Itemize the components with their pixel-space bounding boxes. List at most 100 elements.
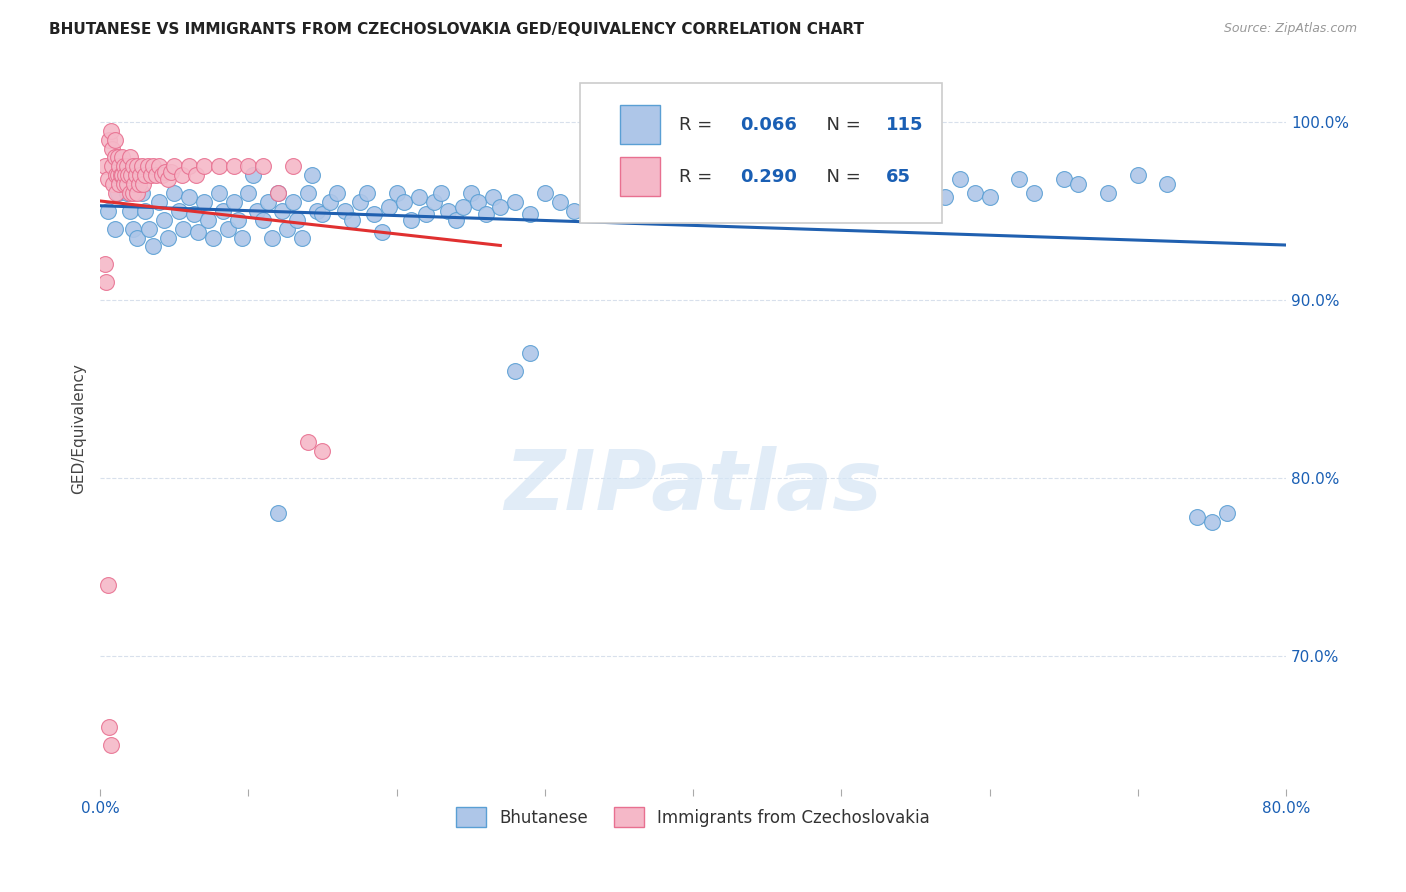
Point <box>934 189 956 203</box>
Point <box>238 186 260 200</box>
Point <box>142 239 165 253</box>
Point <box>110 169 132 183</box>
Point <box>311 207 333 221</box>
Point <box>1201 516 1223 530</box>
Point <box>132 177 155 191</box>
Point <box>172 221 194 235</box>
Point <box>108 160 131 174</box>
Point <box>103 177 125 191</box>
Point <box>163 186 186 200</box>
Point <box>285 212 308 227</box>
Point <box>217 221 239 235</box>
Point <box>128 177 150 191</box>
Point <box>623 194 645 209</box>
Point <box>177 189 200 203</box>
Point <box>482 189 505 203</box>
Point <box>444 212 467 227</box>
Point <box>333 203 356 218</box>
Y-axis label: GED/Equivalency: GED/Equivalency <box>72 363 86 494</box>
Point <box>242 169 264 183</box>
Point <box>1185 510 1208 524</box>
Text: R =: R = <box>679 168 718 186</box>
Point <box>118 186 141 200</box>
Point <box>696 186 718 200</box>
Point <box>100 124 122 138</box>
Point <box>155 165 177 179</box>
Text: 115: 115 <box>886 116 924 134</box>
Point <box>122 177 145 191</box>
Point <box>949 172 972 186</box>
Point <box>107 186 129 200</box>
Point <box>193 194 215 209</box>
Point <box>142 160 165 174</box>
Point <box>267 186 290 200</box>
Point <box>453 200 475 214</box>
Point <box>276 221 298 235</box>
Point <box>222 160 245 174</box>
Point <box>226 212 249 227</box>
Point <box>112 160 135 174</box>
Point <box>208 186 231 200</box>
Point <box>148 194 170 209</box>
Point <box>533 186 555 200</box>
Point <box>201 230 224 244</box>
Point <box>94 275 117 289</box>
Text: Source: ZipAtlas.com: Source: ZipAtlas.com <box>1223 22 1357 36</box>
Point <box>301 169 323 183</box>
Text: 0.066: 0.066 <box>741 116 797 134</box>
Point <box>157 172 180 186</box>
Point <box>519 346 541 360</box>
Point <box>326 186 349 200</box>
Point <box>222 194 245 209</box>
Point <box>503 364 526 378</box>
Point <box>875 169 897 183</box>
Point <box>208 160 231 174</box>
Point <box>101 160 124 174</box>
Point <box>127 230 149 244</box>
Point <box>578 189 600 203</box>
Point <box>281 160 304 174</box>
Point <box>121 186 143 200</box>
Point <box>637 207 659 221</box>
Point <box>93 160 115 174</box>
Text: R =: R = <box>679 116 718 134</box>
Point <box>564 203 586 218</box>
Point <box>107 169 129 183</box>
Point <box>145 169 167 183</box>
Point <box>904 186 927 200</box>
Point <box>356 186 378 200</box>
Point <box>1052 172 1074 186</box>
Point <box>117 169 139 183</box>
Point <box>297 186 319 200</box>
Point <box>1022 186 1045 200</box>
Point <box>727 186 749 200</box>
Point <box>120 169 142 183</box>
Point <box>548 194 571 209</box>
Point <box>105 186 128 200</box>
Point <box>193 160 215 174</box>
Point <box>349 194 371 209</box>
Point <box>131 186 153 200</box>
Point <box>121 221 143 235</box>
Point <box>815 194 838 209</box>
Point <box>98 133 121 147</box>
Point <box>104 151 127 165</box>
Legend: Bhutanese, Immigrants from Czechoslovakia: Bhutanese, Immigrants from Czechoslovaki… <box>449 799 938 835</box>
Point <box>271 203 294 218</box>
Point <box>371 225 394 239</box>
Point <box>115 160 138 174</box>
Point <box>115 177 138 191</box>
Point <box>96 203 118 218</box>
Point <box>111 169 134 183</box>
Point <box>474 207 496 221</box>
Point <box>212 203 235 218</box>
Point <box>503 194 526 209</box>
Point <box>437 203 460 218</box>
Point <box>1097 186 1119 200</box>
Point <box>112 177 135 191</box>
Point <box>167 203 190 218</box>
Point <box>281 194 304 209</box>
Point <box>408 189 430 203</box>
Point <box>1008 172 1031 186</box>
Point <box>385 186 408 200</box>
